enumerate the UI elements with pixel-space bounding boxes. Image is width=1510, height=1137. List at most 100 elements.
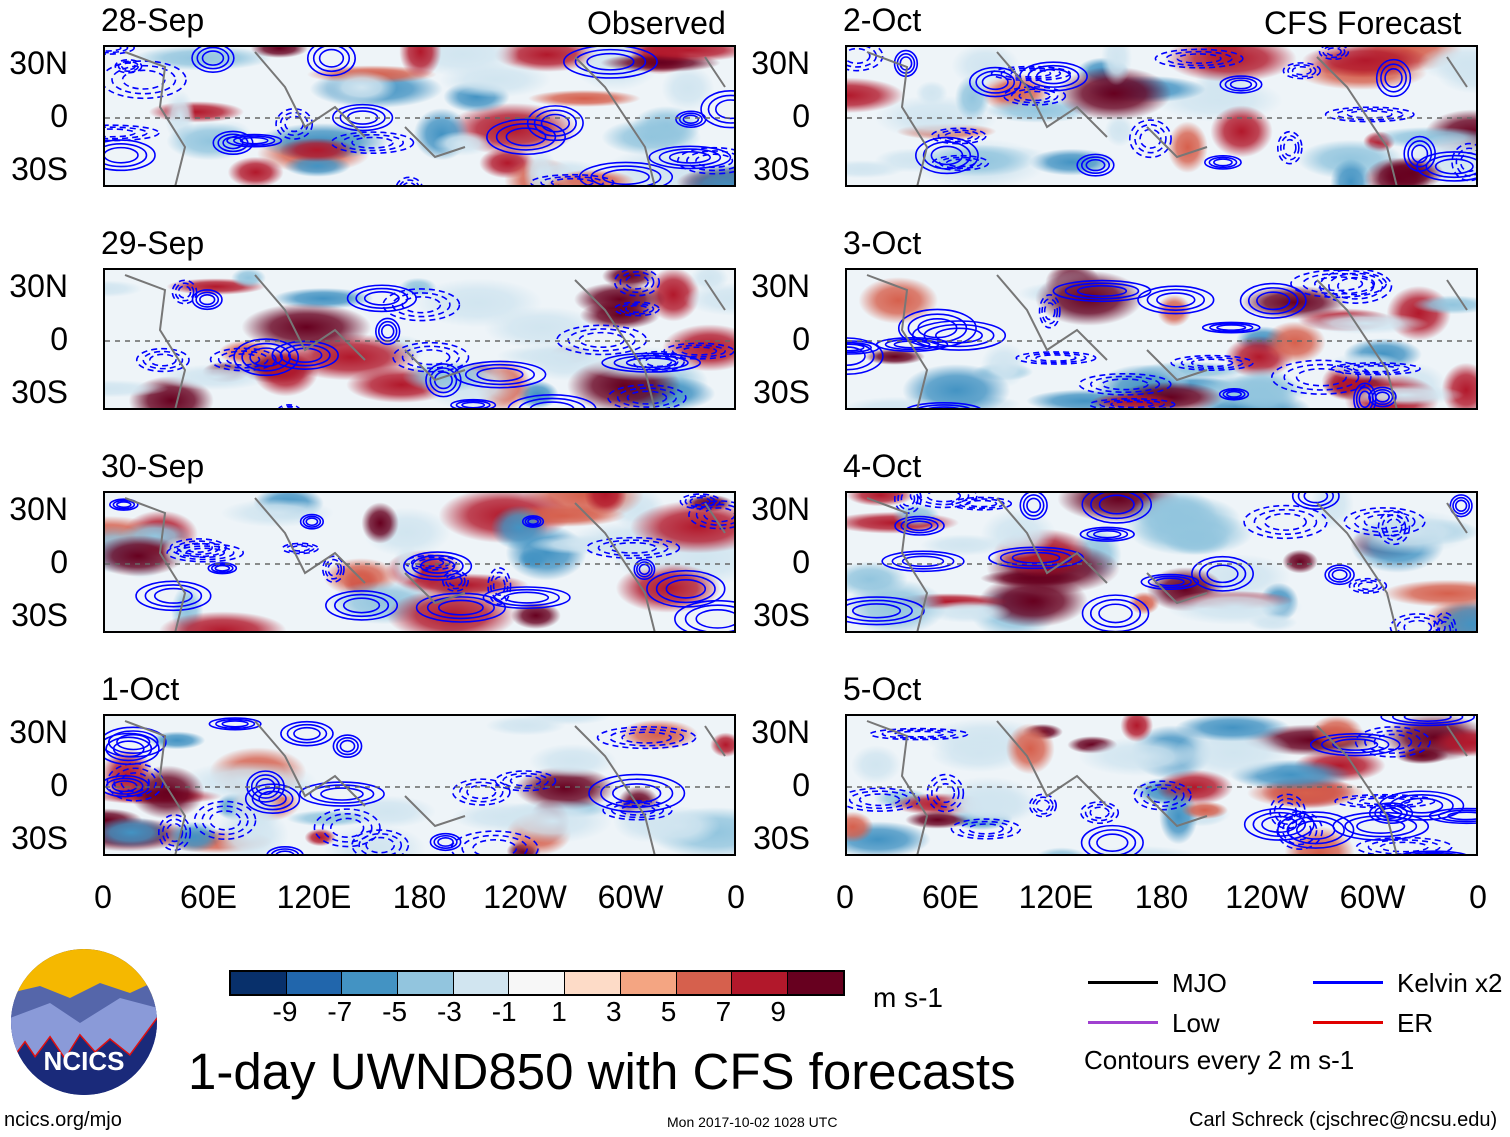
wind-anomaly-blob (483, 306, 601, 349)
y-tick-label: 0 (50, 544, 68, 580)
kelvin-contour (1377, 509, 1411, 546)
kelvin-contour (153, 587, 193, 604)
kelvin-contour (1384, 68, 1403, 88)
kelvin-contour (847, 599, 913, 622)
wind-anomaly-blob (1174, 727, 1293, 779)
kelvin-contour (529, 173, 615, 185)
kelvin-contour (476, 367, 524, 382)
x-tick-label: 120E (1018, 879, 1094, 915)
y-tick-label: 0 (792, 767, 810, 803)
kelvin-contour (402, 181, 416, 185)
kelvin-contour (1243, 807, 1315, 841)
kelvin-contour (1032, 796, 1054, 815)
kelvin-contour (1139, 128, 1162, 149)
wind-anomaly-blob (954, 75, 991, 121)
kelvin-contour (1346, 795, 1423, 807)
kelvin-contour (332, 734, 363, 759)
kelvin-contour (183, 542, 213, 553)
kelvin-contour (1303, 493, 1329, 504)
kelvin-contour (1090, 493, 1144, 520)
kelvin-contour (1276, 810, 1324, 850)
kelvin-contour (937, 129, 980, 143)
kelvin-contour (191, 47, 235, 73)
wind-anomaly-blob (646, 270, 700, 322)
coastlines (124, 497, 726, 631)
kelvin-contour (632, 350, 686, 373)
kelvin-contour (222, 136, 244, 150)
x-tick-label: 180 (1134, 879, 1189, 915)
kelvin-contour (293, 726, 321, 741)
wind-anomaly-blob (924, 600, 1012, 623)
kelvin-contour (1321, 735, 1390, 754)
kelvin-contour (302, 515, 322, 528)
kelvin-contour (1344, 815, 1418, 838)
kelvin-contour (1147, 575, 1192, 589)
wind-anomaly-blob (1282, 549, 1318, 574)
wind-anomaly-blob (485, 716, 566, 736)
wind-anomaly-blob (527, 89, 641, 107)
kelvin-contour (401, 345, 460, 369)
kelvin-contour (923, 323, 995, 348)
kelvin-contour (1253, 508, 1318, 536)
kelvin-contour (715, 99, 734, 120)
wind-anomaly-blob (1163, 527, 1231, 555)
kelvin-contour (157, 814, 192, 852)
kelvin-contour (461, 401, 486, 408)
kelvin-contour (346, 284, 417, 313)
kelvin-contour (461, 834, 528, 854)
contour-note: Contours every 2 m s-1 (1084, 1045, 1355, 1075)
kelvin-contour (502, 772, 549, 790)
y-tick-label: 30N (9, 268, 68, 304)
kelvin-contour (529, 401, 575, 408)
wind-anomaly-blob (1077, 737, 1202, 777)
kelvin-contour (524, 516, 542, 527)
kelvin-contour (105, 139, 156, 172)
kelvin-contour (550, 177, 594, 185)
kelvin-contour (1099, 399, 1165, 408)
coastlines (866, 274, 1468, 408)
kelvin-contour (116, 501, 132, 509)
kelvin-contour (597, 539, 669, 557)
kelvin-contour (1201, 321, 1261, 334)
kelvin-contour (586, 52, 635, 71)
kelvin-contour (1096, 833, 1129, 853)
kelvin-contour (196, 47, 230, 70)
kelvin-contour (105, 143, 148, 168)
y-tick-label: 0 (50, 767, 68, 803)
kelvin-contour (1019, 493, 1048, 521)
kelvin-contour (891, 553, 955, 570)
kelvin-contour (1093, 530, 1122, 539)
kelvin-contour (1363, 513, 1406, 530)
kelvin-contour (916, 404, 971, 408)
kelvin-contour (1198, 560, 1247, 588)
kelvin-contour (105, 146, 139, 164)
kelvin-contour (1276, 130, 1303, 165)
y-tick-label: 30N (751, 714, 810, 750)
kelvin-contour (1452, 496, 1471, 515)
kelvin-contour (1332, 738, 1379, 751)
map-panel-observed-4 (103, 714, 736, 856)
kelvin-contour (105, 60, 187, 100)
kelvin-contour (915, 136, 979, 175)
kelvin-contour (648, 145, 732, 170)
kelvin-contour (365, 836, 396, 854)
kelvin-contour (922, 141, 972, 170)
kelvin-contour (1088, 397, 1176, 408)
kelvin-contour (112, 499, 136, 510)
kelvin-contour (602, 800, 673, 821)
kelvin-contour (1028, 793, 1057, 818)
kelvin-contour (1089, 598, 1142, 628)
kelvin-contour (926, 773, 965, 813)
legend-label: ER (1397, 1008, 1434, 1038)
kelvin-contour (312, 47, 351, 73)
kelvin-contour (299, 513, 324, 530)
kelvin-contour (111, 64, 177, 95)
kelvin-contour (959, 820, 1013, 838)
wind-anomaly-blob (1131, 493, 1217, 534)
kelvin-contour (881, 550, 965, 573)
kelvin-contour (116, 733, 151, 751)
colorbar-label: 9 (770, 996, 786, 1027)
y-tick-label: 30N (751, 491, 810, 527)
colorbar-swatch (620, 972, 677, 994)
